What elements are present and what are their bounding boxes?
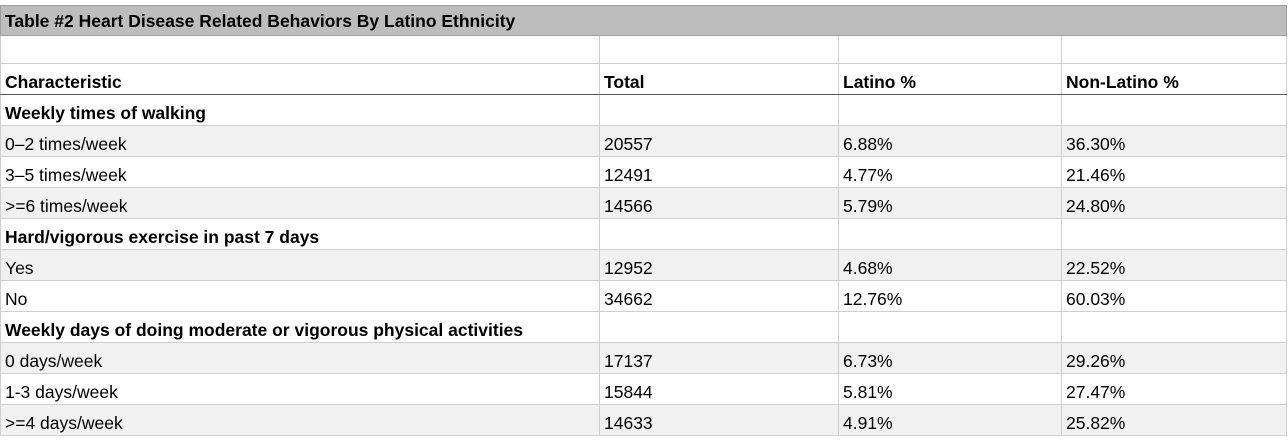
- row-characteristic[interactable]: 1-3 days/week: [0, 373, 600, 405]
- row-total[interactable]: 20557: [599, 125, 839, 157]
- row-characteristic[interactable]: Yes: [0, 249, 600, 281]
- row-characteristic[interactable]: 0–2 times/week: [0, 125, 600, 157]
- row-latino-pct[interactable]: 6.88%: [838, 125, 1062, 157]
- table-cell[interactable]: [0, 35, 600, 64]
- table-title[interactable]: Table #2 Heart Disease Related Behaviors…: [0, 5, 1288, 36]
- row-non-latino-pct[interactable]: 29.26%: [1060, 342, 1288, 374]
- row-characteristic[interactable]: No: [0, 280, 600, 312]
- row-non-latino-pct[interactable]: 36.30%: [1060, 125, 1288, 157]
- table-cell[interactable]: [599, 94, 839, 126]
- header-latino[interactable]: Latino %: [838, 63, 1062, 95]
- row-characteristic[interactable]: >=6 times/week: [0, 187, 600, 219]
- table-cell[interactable]: [838, 94, 1062, 126]
- section-label[interactable]: Hard/vigorous exercise in past 7 days: [0, 218, 600, 250]
- row-characteristic[interactable]: >=4 days/week: [0, 404, 600, 436]
- row-non-latino-pct[interactable]: 60.03%: [1060, 280, 1288, 312]
- row-non-latino-pct[interactable]: 24.80%: [1060, 187, 1288, 219]
- row-latino-pct[interactable]: 4.91%: [838, 404, 1062, 436]
- table-row: Yes 12952 4.68% 22.52%: [0, 249, 1288, 281]
- row-characteristic[interactable]: 3–5 times/week: [0, 156, 600, 188]
- section-label[interactable]: Weekly days of doing moderate or vigorou…: [0, 311, 600, 343]
- row-characteristic[interactable]: 0 days/week: [0, 342, 600, 374]
- section-row: Weekly days of doing moderate or vigorou…: [0, 311, 1288, 343]
- table-cell[interactable]: [1060, 311, 1288, 343]
- table-row: 0 days/week 17137 6.73% 29.26%: [0, 342, 1288, 374]
- row-total[interactable]: 14633: [599, 404, 839, 436]
- table-cell[interactable]: [838, 35, 1062, 64]
- row-total[interactable]: 12952: [599, 249, 839, 281]
- table-cell[interactable]: [599, 35, 839, 64]
- row-total[interactable]: 34662: [599, 280, 839, 312]
- header-non-latino[interactable]: Non-Latino %: [1060, 63, 1288, 95]
- title-row: Table #2 Heart Disease Related Behaviors…: [0, 5, 1288, 36]
- row-non-latino-pct[interactable]: 25.82%: [1060, 404, 1288, 436]
- row-total[interactable]: 14566: [599, 187, 839, 219]
- header-row: Characteristic Total Latino % Non-Latino…: [0, 63, 1288, 95]
- row-latino-pct[interactable]: 12.76%: [838, 280, 1062, 312]
- row-latino-pct[interactable]: 5.81%: [838, 373, 1062, 405]
- table-row: 0–2 times/week 20557 6.88% 36.30%: [0, 125, 1288, 157]
- section-row: Hard/vigorous exercise in past 7 days: [0, 218, 1288, 250]
- section-row: Weekly times of walking: [0, 94, 1288, 126]
- row-latino-pct[interactable]: 6.73%: [838, 342, 1062, 374]
- row-total[interactable]: 17137: [599, 342, 839, 374]
- header-total[interactable]: Total: [599, 63, 839, 95]
- blank-row: [0, 35, 1288, 64]
- row-non-latino-pct[interactable]: 21.46%: [1060, 156, 1288, 188]
- table-cell[interactable]: [838, 311, 1062, 343]
- row-non-latino-pct[interactable]: 22.52%: [1060, 249, 1288, 281]
- table-cell[interactable]: [599, 311, 839, 343]
- row-latino-pct[interactable]: 5.79%: [838, 187, 1062, 219]
- table-row: No 34662 12.76% 60.03%: [0, 280, 1288, 312]
- table-cell[interactable]: [838, 218, 1062, 250]
- data-table: Table #2 Heart Disease Related Behaviors…: [0, 5, 1288, 436]
- row-latino-pct[interactable]: 4.77%: [838, 156, 1062, 188]
- table-cell[interactable]: [599, 218, 839, 250]
- table-cell[interactable]: [1060, 94, 1288, 126]
- table-row: >=4 days/week 14633 4.91% 25.82%: [0, 404, 1288, 436]
- table-row: 3–5 times/week 12491 4.77% 21.46%: [0, 156, 1288, 188]
- table-row: 1-3 days/week 15844 5.81% 27.47%: [0, 373, 1288, 405]
- header-characteristic[interactable]: Characteristic: [0, 63, 600, 95]
- row-total[interactable]: 15844: [599, 373, 839, 405]
- row-total[interactable]: 12491: [599, 156, 839, 188]
- table-cell[interactable]: [1060, 35, 1288, 64]
- section-label[interactable]: Weekly times of walking: [0, 94, 600, 126]
- row-latino-pct[interactable]: 4.68%: [838, 249, 1062, 281]
- table-row: >=6 times/week 14566 5.79% 24.80%: [0, 187, 1288, 219]
- row-non-latino-pct[interactable]: 27.47%: [1060, 373, 1288, 405]
- table-cell[interactable]: [1060, 218, 1288, 250]
